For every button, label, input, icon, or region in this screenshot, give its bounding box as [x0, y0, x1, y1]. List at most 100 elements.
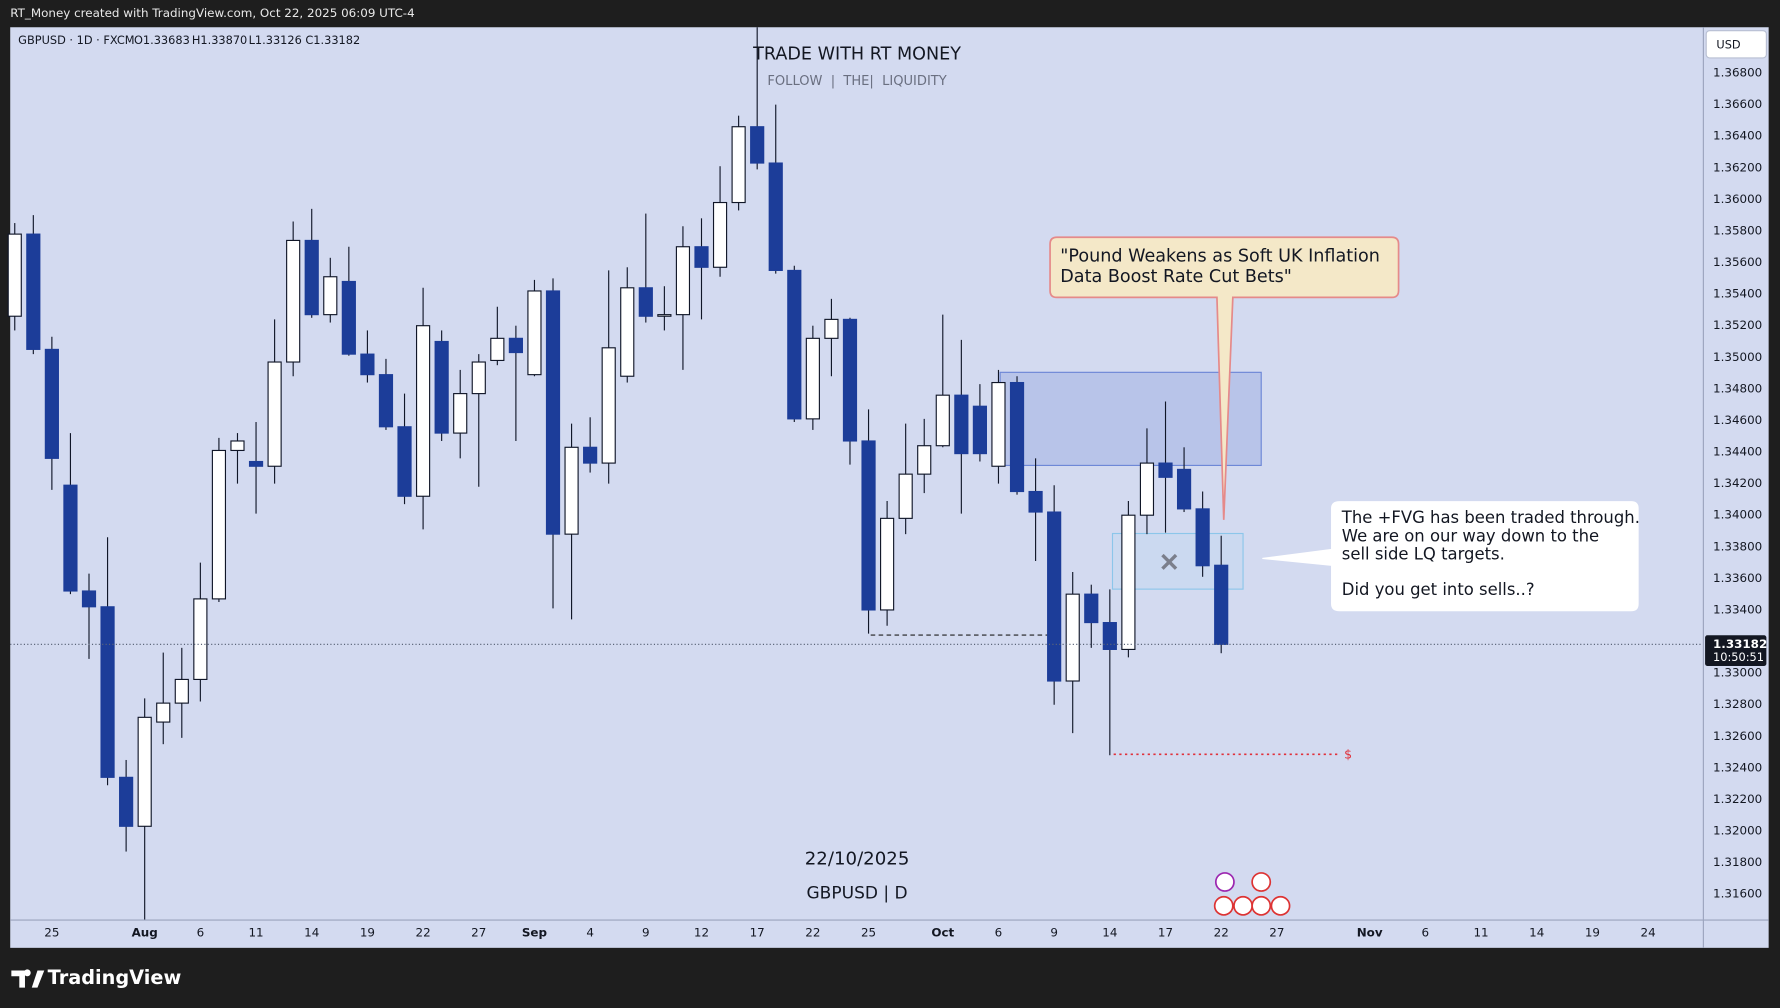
callout-text: "Pound Weakens as Soft UK Inflation: [1060, 247, 1380, 267]
candle-body: [7, 233, 22, 317]
x-tick-label: 4: [586, 926, 594, 940]
event-icon[interactable]: [1233, 895, 1253, 916]
candle-body: [471, 361, 486, 395]
y-tick-label: 1.34400: [1713, 445, 1762, 459]
candle-body: [972, 405, 988, 455]
x-tick-label: 14: [1102, 926, 1117, 940]
candle-body: [731, 126, 746, 204]
candle-body: [1121, 514, 1136, 650]
event-icon[interactable]: [1270, 895, 1291, 916]
candle-body: [415, 325, 431, 497]
y-tick-label: 1.32000: [1713, 824, 1762, 838]
event-icon[interactable]: [1251, 872, 1272, 892]
x-tick-label: 9: [1050, 926, 1058, 940]
y-tick-label: 1.36800: [1713, 66, 1762, 80]
x-tick-label: 17: [1158, 926, 1173, 940]
subtitle: FOLLOW | THE| LIQUIDITY: [767, 74, 946, 89]
y-tick-label: 1.32200: [1713, 792, 1762, 806]
symbol: GBPUSD · 1D · FXCM: [18, 33, 134, 47]
event-icon[interactable]: [1213, 895, 1234, 916]
candle-body: [1214, 564, 1229, 645]
candle-body: [583, 446, 598, 464]
x-tick-label: 19: [1585, 926, 1600, 940]
candle-body: [564, 446, 579, 535]
candle-body: [193, 598, 208, 680]
x-tick-label: 12: [694, 926, 709, 940]
x-tick-label: Sep: [522, 926, 547, 940]
x-tick-label: Oct: [931, 926, 954, 940]
event-icon[interactable]: [1214, 872, 1235, 892]
ohlc-high: H1.33870: [192, 33, 247, 47]
x-tick-label: 6: [197, 926, 205, 940]
title: TRADE WITH RT MONEY: [752, 44, 961, 64]
x-tick-label: 14: [1529, 926, 1544, 940]
currency-button[interactable]: [1705, 30, 1767, 59]
y-tick-label: 1.32400: [1713, 760, 1762, 774]
candle-body: [694, 246, 709, 268]
x-tick-label: 6: [995, 926, 1003, 940]
countdown: 10:50:51: [1713, 650, 1764, 664]
candle-body: [1139, 462, 1155, 516]
chart-background: [10, 27, 1769, 948]
currency[interactable]: USD: [1716, 37, 1741, 51]
candle-body: [323, 276, 338, 316]
brand-logo: [11, 969, 45, 988]
y-tick-label: 1.36600: [1713, 97, 1762, 111]
ohlc-low: L1.33126: [249, 33, 302, 47]
x-tick-label: 27: [471, 926, 486, 940]
y-tick-label: 1.35200: [1713, 318, 1762, 332]
candle-body: [1102, 622, 1117, 650]
symbol-label: GBPUSD | D: [807, 883, 908, 903]
candle-body: [1084, 593, 1099, 624]
x-tick-label: 17: [750, 926, 765, 940]
candle-body: [1047, 511, 1062, 682]
candle-body: [267, 361, 282, 467]
candle-body: [1176, 468, 1192, 510]
candle-body: [842, 318, 858, 442]
y-tick-label: 1.35000: [1713, 350, 1762, 364]
candle-body: [638, 287, 653, 317]
candle-body: [248, 460, 264, 467]
y-tick-label: 1.35600: [1713, 255, 1762, 269]
date-label: 22/10/2025: [805, 848, 910, 869]
x-tick-label: 11: [248, 926, 263, 940]
supply-zone: [999, 371, 1262, 466]
candle-body: [44, 348, 59, 459]
event-icons[interactable]: [1213, 872, 1291, 916]
candle-body: [119, 776, 134, 827]
candle-body: [1158, 462, 1173, 478]
y-tick-label: 1.33400: [1713, 602, 1762, 616]
candle-body: [750, 126, 765, 164]
header-text: RT_Money created with TradingView.com, O…: [10, 6, 414, 20]
x-tick-label: 14: [304, 926, 319, 940]
y-tick-label: 1.36200: [1713, 160, 1762, 174]
y-tick-label: 1.34000: [1713, 508, 1762, 522]
candle-body: [156, 702, 171, 723]
candle-body: [675, 246, 691, 316]
x-tick-label: 24: [1641, 926, 1656, 940]
y-tick-label: 1.34800: [1713, 381, 1762, 395]
candle-body: [1195, 508, 1210, 567]
x-tick-label: 27: [1269, 926, 1284, 940]
candle-body: [824, 318, 839, 339]
candle-body: [304, 239, 319, 316]
candle-body: [545, 290, 561, 535]
candle-body: [657, 314, 672, 317]
candle-body: [861, 440, 876, 611]
candle-body: [954, 394, 969, 455]
candle-body: [880, 517, 895, 611]
candle-body: [601, 347, 616, 464]
target-marker: $: [1344, 746, 1352, 761]
y-tick-label: 1.31800: [1713, 855, 1762, 869]
y-tick-label: 1.35400: [1713, 287, 1762, 301]
x-tick-label: Nov: [1357, 926, 1383, 940]
ohlc-close: C1.33182: [305, 33, 360, 47]
candle-body: [935, 394, 950, 447]
candle-body: [1028, 490, 1043, 513]
callout-text: The +FVG has been traded through.: [1341, 508, 1640, 527]
event-icon[interactable]: [1251, 895, 1272, 916]
candle-body: [527, 290, 542, 376]
last-price-box: [1705, 635, 1767, 666]
candle-body: [378, 374, 394, 428]
